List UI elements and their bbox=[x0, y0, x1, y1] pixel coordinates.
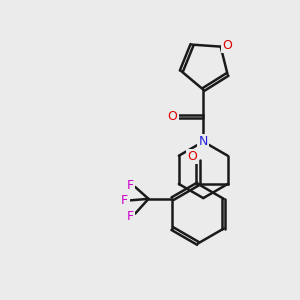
Text: N: N bbox=[199, 135, 208, 148]
Text: F: F bbox=[127, 179, 134, 192]
Text: F: F bbox=[121, 194, 128, 207]
Text: F: F bbox=[127, 210, 134, 223]
Text: O: O bbox=[167, 110, 177, 123]
Text: O: O bbox=[188, 150, 198, 163]
Text: O: O bbox=[222, 39, 232, 52]
